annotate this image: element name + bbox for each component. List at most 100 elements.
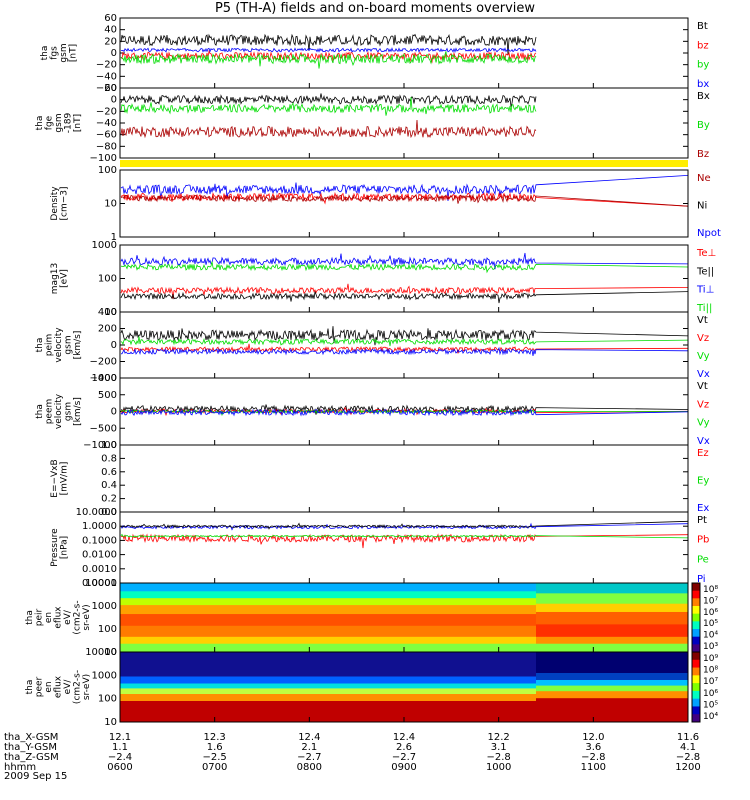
x-axis-value: 12.3: [204, 732, 226, 743]
x-axis-value: 2.1: [301, 742, 317, 753]
x-axis-value: 3.1: [491, 742, 507, 753]
x-axis-value: 0700: [202, 762, 227, 773]
series-Vy: [120, 336, 689, 347]
x-axis-value: 3.6: [585, 742, 601, 753]
panel-density: 100 10 1 Density[cm−3] Ne Ni Npot: [50, 165, 721, 243]
y-tick-label: 100: [98, 624, 117, 635]
legend-Ez: Ez: [697, 448, 709, 459]
x-axis-value: −2.7: [297, 752, 321, 763]
x-axis-row-label: tha_X-GSM: [4, 732, 58, 743]
x-axis-value: −2.8: [676, 752, 700, 763]
y-tick-label: 400: [98, 307, 117, 318]
spectrogram-band: [120, 683, 536, 689]
x-axis-row-label: tha_Y-GSM: [4, 742, 57, 753]
y-tick-label: 500: [98, 390, 117, 401]
series-Vx: [120, 408, 689, 417]
y-tick-label: −100: [90, 153, 117, 164]
colorbar-segment: [692, 636, 700, 645]
spectrogram-band: [536, 691, 688, 699]
x-axis-value: −2.7: [392, 752, 416, 763]
x-axis-value: 11.6: [677, 732, 699, 743]
series-Vx: [120, 346, 689, 356]
x-axis-value: 12.4: [393, 732, 415, 743]
y-tick-label: 0: [111, 48, 117, 59]
panel-fge: 200−20−40−60−80−100thafgegsm-189[nT]BxBy…: [35, 83, 710, 164]
y-tick-label: −20: [96, 60, 117, 71]
y-tick-label: 10000: [85, 578, 117, 589]
y-tick-label: 0.0: [101, 507, 117, 518]
series-Te⊥: [120, 283, 689, 299]
colorbar-segment: [692, 613, 700, 622]
y-axis-label: thapeemvelocitygsm[km/s]: [35, 393, 83, 429]
y-axis-label: thapeimvelocitygsm[km/s]: [35, 327, 83, 363]
series-Te||: [120, 291, 689, 304]
series-Pb: [121, 533, 689, 549]
series-Ti⊥: [120, 252, 689, 270]
colorbar-segment: [692, 659, 700, 669]
legend-Te||: Te||: [696, 266, 714, 277]
x-axis-value: 0600: [107, 762, 132, 773]
legend-Bz: Bz: [697, 149, 709, 160]
panel-frame: [119, 311, 689, 379]
spectrogram-band: [120, 598, 536, 606]
series-bx: [121, 47, 537, 53]
series-By: [120, 96, 537, 116]
y-tick-label: −500: [90, 423, 117, 434]
series-Bx: [120, 93, 537, 107]
y-tick-label: 200: [98, 324, 117, 335]
legend-Pb: Pb: [697, 535, 709, 546]
x-axis-value: −2.8: [487, 752, 511, 763]
series-Ni: [120, 193, 689, 207]
colorbar-segment: [692, 590, 700, 599]
colorbar-tick-label: 10³: [703, 642, 718, 652]
legend-Vz: Vz: [697, 399, 709, 410]
x-axis-value: 0800: [297, 762, 322, 773]
spectrogram-band: [536, 593, 688, 605]
spectrogram-band: [536, 603, 688, 613]
spectrogram-band: [536, 673, 688, 681]
legend-Vz: Vz: [697, 333, 709, 344]
y-tick-label: 0.8: [101, 453, 117, 464]
legend-Ni: Ni: [697, 201, 707, 212]
legend-Ti⊥: Ti⊥: [696, 285, 714, 296]
series-Pt: [120, 520, 689, 530]
series-Ne: [120, 191, 689, 207]
colorbar-tick-label: 10⁸: [703, 585, 718, 595]
spectrogram-band: [120, 625, 536, 638]
legend-Vy: Vy: [697, 418, 710, 429]
colorbar-segment: [692, 683, 700, 692]
y-tick-label: 1000: [92, 373, 117, 384]
panel-peer: 10000 1000 100 10 thapeerenefluxeV/(cm2-s-sr…: [25, 647, 718, 728]
colorbar-tick-label: 10⁶: [703, 689, 718, 699]
colorbar-tick-label: 10⁵: [703, 619, 718, 629]
x-axis-row-label: hhmm: [4, 762, 36, 773]
spectrogram-band: [120, 605, 536, 615]
colorbar-segment: [692, 714, 700, 723]
y-tick-label: 1000: [92, 601, 117, 612]
spectrogram-band: [536, 624, 688, 638]
colorbar-segment: [692, 675, 700, 684]
x-axis-value: 1.1: [112, 742, 128, 753]
quality-flag-bar: [120, 160, 688, 167]
x-axis-value: 12.2: [488, 732, 510, 743]
y-tick-label: 0.1000: [82, 535, 117, 546]
x-axis-value: 4.1: [680, 742, 696, 753]
spectrogram-band: [120, 614, 536, 627]
panel-peir: 10000 1000 100 10 thapeirenefluxeV/(cm2-s-sr…: [25, 578, 718, 658]
y-tick-label: 1000: [92, 240, 117, 251]
spectrogram-band: [536, 652, 688, 674]
x-axis-value: −2.4: [108, 752, 132, 763]
y-tick-label: −20: [96, 106, 117, 117]
colorbar-tick-label: 10⁴: [703, 631, 718, 641]
y-tick-label: 10: [104, 647, 117, 658]
legend-bz: bz: [697, 40, 709, 51]
y-tick-label: 1000: [92, 670, 117, 681]
spectrogram-band: [536, 680, 688, 687]
colorbar-segment: [692, 583, 700, 592]
legend-Ne: Ne: [697, 173, 711, 184]
legend-by: by: [697, 60, 709, 71]
spectrogram-band: [536, 636, 688, 645]
y-axis-label: thapeerenefluxeV/(cm2-s-sr-eV): [25, 670, 92, 704]
spectrogram-band: [120, 701, 536, 723]
series-Pe: [120, 533, 689, 539]
